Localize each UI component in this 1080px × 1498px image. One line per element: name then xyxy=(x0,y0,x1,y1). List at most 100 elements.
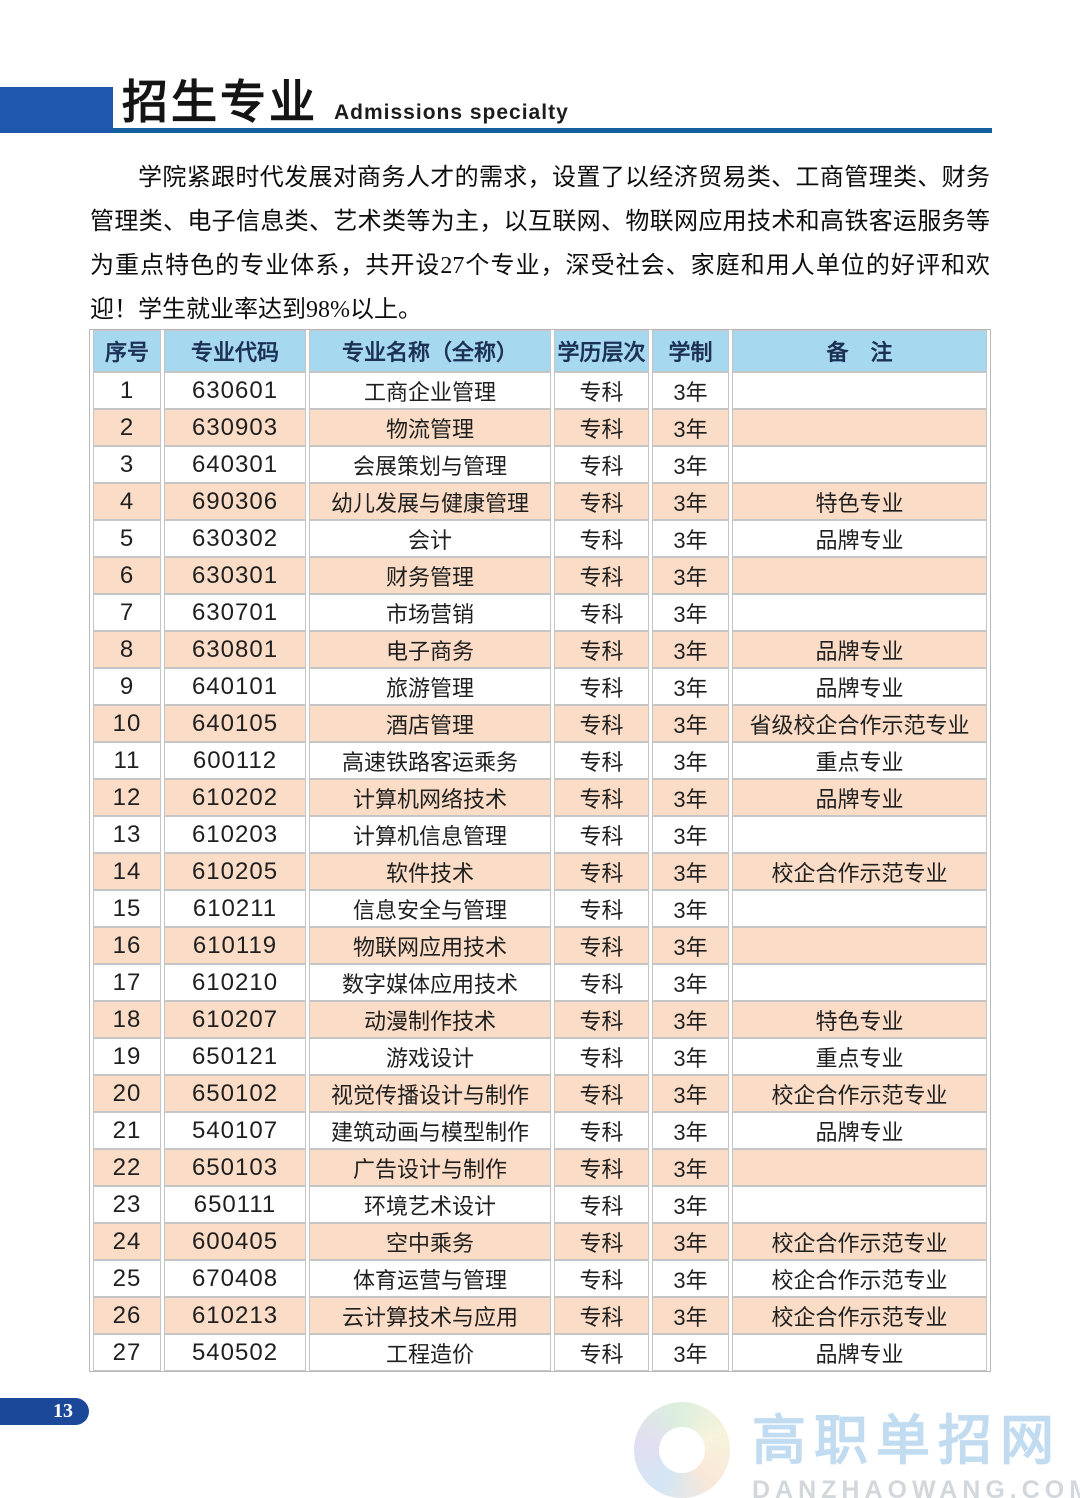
cell-no: 20 xyxy=(93,1075,161,1112)
cell-level: 专科 xyxy=(554,816,649,853)
cell-level: 专科 xyxy=(554,779,649,816)
table-row: 27 540502 工程造价 专科 3年 品牌专业 xyxy=(93,1334,987,1371)
cell-no: 2 xyxy=(93,409,161,446)
cell-code: 610203 xyxy=(164,816,306,853)
cell-code: 670408 xyxy=(164,1260,306,1297)
table-row: 22 650103 广告设计与制作 专科 3年 xyxy=(93,1149,987,1186)
page-subtitle: Admissions specialty xyxy=(334,101,569,124)
table-row: 12 610202 计算机网络技术 专科 3年 品牌专业 xyxy=(93,779,987,816)
cell-remark: 品牌专业 xyxy=(732,631,987,668)
cell-no: 22 xyxy=(93,1149,161,1186)
cell-code: 630801 xyxy=(164,631,306,668)
cell-code: 610211 xyxy=(164,890,306,927)
cell-code: 630301 xyxy=(164,557,306,594)
cell-code: 540502 xyxy=(164,1334,306,1371)
specialties-table: 序号 专业代码 专业名称（全称） 学历层次 学制备 注 1 630601 工商企业管理 专科 3… xyxy=(89,329,991,1372)
cell-code: 600405 xyxy=(164,1223,306,1260)
cell-level: 专科 xyxy=(554,1149,649,1186)
cell-name: 建筑动画与模型制作 xyxy=(309,1112,551,1149)
cell-remark: 校企合作示范专业 xyxy=(732,1297,987,1334)
cell-remark xyxy=(732,372,987,409)
cell-no: 21 xyxy=(93,1112,161,1149)
table-row: 9 640101 旅游管理 专科 3年 品牌专业 xyxy=(93,668,987,705)
cell-level: 专科 xyxy=(554,520,649,557)
cell-duration: 3年 xyxy=(652,631,729,668)
cell-name: 动漫制作技术 xyxy=(309,1001,551,1038)
table-row: 5 630302 会计 专科 3年 品牌专业 xyxy=(93,520,987,557)
cell-no: 16 xyxy=(93,927,161,964)
header-accent-block xyxy=(0,87,113,133)
cell-level: 专科 xyxy=(554,1186,649,1223)
cell-duration: 3年 xyxy=(652,1334,729,1371)
cell-name: 物联网应用技术 xyxy=(309,927,551,964)
cell-code: 610213 xyxy=(164,1297,306,1334)
cell-no: 26 xyxy=(93,1297,161,1334)
table-row: 16 610119 物联网应用技术 专科 3年 xyxy=(93,927,987,964)
page-title: 招生专业 xyxy=(122,76,318,128)
column-header: 备 注 xyxy=(732,330,987,372)
cell-level: 专科 xyxy=(554,853,649,890)
watermark-swirl-logo-icon xyxy=(634,1402,730,1498)
cell-duration: 3年 xyxy=(652,964,729,1001)
cell-remark xyxy=(732,890,987,927)
cell-name: 酒店管理 xyxy=(309,705,551,742)
cell-duration: 3年 xyxy=(652,372,729,409)
cell-code: 630601 xyxy=(164,372,306,409)
table-row: 8 630801 电子商务 专科 3年 品牌专业 xyxy=(93,631,987,668)
cell-no: 11 xyxy=(93,742,161,779)
cell-remark: 品牌专业 xyxy=(732,1112,987,1149)
cell-remark: 校企合作示范专业 xyxy=(732,1260,987,1297)
cell-remark xyxy=(732,964,987,1001)
column-header: 专业代码 xyxy=(164,330,306,372)
cell-no: 25 xyxy=(93,1260,161,1297)
cell-code: 640101 xyxy=(164,668,306,705)
cell-remark: 重点专业 xyxy=(732,742,987,779)
cell-duration: 3年 xyxy=(652,890,729,927)
cell-remark: 品牌专业 xyxy=(732,779,987,816)
cell-name: 财务管理 xyxy=(309,557,551,594)
cell-level: 专科 xyxy=(554,964,649,1001)
cell-name: 计算机网络技术 xyxy=(309,779,551,816)
cell-remark xyxy=(732,1149,987,1186)
cell-level: 专科 xyxy=(554,1112,649,1149)
cell-level: 专科 xyxy=(554,631,649,668)
cell-code: 610119 xyxy=(164,927,306,964)
cell-code: 600112 xyxy=(164,742,306,779)
cell-remark xyxy=(732,557,987,594)
table-row: 4 690306 幼儿发展与健康管理 专科 3年 特色专业 xyxy=(93,483,987,520)
table-row: 17 610210 数字媒体应用技术 专科 3年 xyxy=(93,964,987,1001)
cell-code: 640105 xyxy=(164,705,306,742)
cell-name: 旅游管理 xyxy=(309,668,551,705)
cell-level: 专科 xyxy=(554,372,649,409)
cell-duration: 3年 xyxy=(652,742,729,779)
cell-name: 高速铁路客运乘务 xyxy=(309,742,551,779)
cell-duration: 3年 xyxy=(652,705,729,742)
cell-name: 软件技术 xyxy=(309,853,551,890)
table-header-row: 序号 专业代码 专业名称（全称） 学历层次 学制备 注 xyxy=(93,330,987,372)
cell-level: 专科 xyxy=(554,927,649,964)
cell-duration: 3年 xyxy=(652,520,729,557)
cell-level: 专科 xyxy=(554,705,649,742)
cell-name: 环境艺术设计 xyxy=(309,1186,551,1223)
cell-duration: 3年 xyxy=(652,483,729,520)
table-row: 19 650121 游戏设计 专科 3年 重点专业 xyxy=(93,1038,987,1075)
intro-paragraph: 学院紧跟时代发展对商务人才的需求，设置了以经济贸易类、工商管理类、财务管理类、电… xyxy=(90,165,990,323)
cell-remark: 特色专业 xyxy=(732,1001,987,1038)
table-row: 26 610213 云计算技术与应用 专科 3年 校企合作示范专业 xyxy=(93,1297,987,1334)
cell-no: 8 xyxy=(93,631,161,668)
cell-duration: 3年 xyxy=(652,1186,729,1223)
cell-code: 640301 xyxy=(164,446,306,483)
cell-name: 广告设计与制作 xyxy=(309,1149,551,1186)
table-row: 14 610205 软件技术 专科 3年 校企合作示范专业 xyxy=(93,853,987,890)
table-row: 21 540107 建筑动画与模型制作 专科 3年 品牌专业 xyxy=(93,1112,987,1149)
cell-no: 24 xyxy=(93,1223,161,1260)
table-row: 15 610211 信息安全与管理 专科 3年 xyxy=(93,890,987,927)
table-row: 13 610203 计算机信息管理 专科 3年 xyxy=(93,816,987,853)
cell-remark: 品牌专业 xyxy=(732,520,987,557)
cell-code: 690306 xyxy=(164,483,306,520)
column-header: 序号 xyxy=(93,330,161,372)
cell-code: 650102 xyxy=(164,1075,306,1112)
cell-remark xyxy=(732,816,987,853)
cell-level: 专科 xyxy=(554,557,649,594)
